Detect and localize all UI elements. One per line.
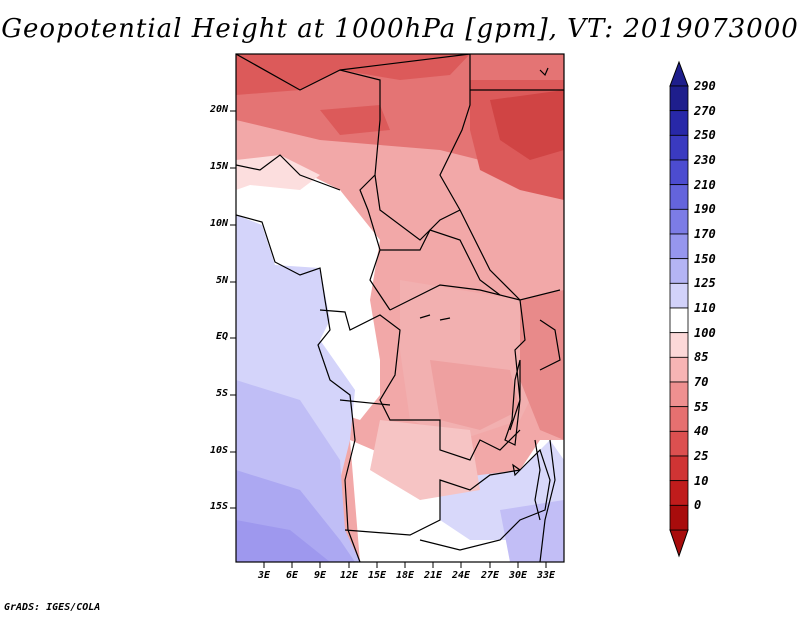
colorbar-label: 170 xyxy=(694,227,716,241)
colorbar-label: 55 xyxy=(694,399,709,414)
colorbar-label: 40 xyxy=(694,424,709,439)
colorbar-bottom-arrow xyxy=(669,529,689,558)
lon-label-12e: 12E xyxy=(339,570,359,581)
colorbar-label: 0 xyxy=(694,498,702,513)
lon-label-18e: 18E xyxy=(395,570,415,581)
lat-label-15s: 15S xyxy=(209,501,228,512)
colorbar-label: 270 xyxy=(694,103,716,118)
map-frame xyxy=(235,53,565,563)
colorbar-label: 290 xyxy=(694,79,716,93)
colorbar-segment xyxy=(669,110,689,136)
colorbar-segment xyxy=(669,455,689,482)
lat-label-15n: 15N xyxy=(209,161,228,172)
colorbar-label: 25 xyxy=(694,449,709,463)
colorbar-segment xyxy=(669,430,689,457)
lat-label-20n: 20N xyxy=(209,104,228,115)
lon-label-9e: 9E xyxy=(313,570,327,581)
colorbar-segment xyxy=(669,381,689,408)
footer-credit: GrADS: IGES/COLA xyxy=(4,602,101,613)
colorbar-label: 110 xyxy=(694,301,716,315)
lat-label-10s: 10S xyxy=(209,445,228,456)
lon-label-24e: 24E xyxy=(451,570,471,581)
lat-label-10n: 10N xyxy=(209,218,228,229)
colorbar-segment xyxy=(669,233,689,260)
colorbar-label: 150 xyxy=(694,251,716,266)
colorbar-segment xyxy=(669,307,689,334)
colorbar-segment xyxy=(669,85,689,112)
colorbar-label: 70 xyxy=(694,375,709,389)
colorbar-segment xyxy=(669,208,689,235)
colorbar-segment xyxy=(669,159,689,186)
lat-label-5n: 5N xyxy=(215,275,228,286)
colorbar-label: 100 xyxy=(694,325,716,340)
lon-label-33e: 33E xyxy=(536,570,556,581)
lon-label-15e: 15E xyxy=(367,570,387,581)
map-title: Geopotential Height at 1000hPa [gpm], VT… xyxy=(1,14,799,44)
colorbar-label: 250 xyxy=(694,128,716,143)
country-borders xyxy=(236,54,564,562)
colorbar-segment xyxy=(669,134,689,161)
lon-label-3e: 3E xyxy=(257,570,271,581)
colorbar-label: 230 xyxy=(694,153,716,167)
colorbar-segment xyxy=(669,282,689,309)
lat-label-5s: 5S xyxy=(215,388,228,399)
lon-label-30e: 30E xyxy=(508,570,528,581)
colorbar-top-arrow xyxy=(669,60,689,87)
colorbar-segment xyxy=(669,406,689,432)
colorbar-segment xyxy=(669,332,689,358)
colorbar-label: 125 xyxy=(694,276,716,291)
colorbar-label: 10 xyxy=(694,473,709,488)
lon-label-27e: 27E xyxy=(480,570,500,581)
colorbar-segment xyxy=(669,356,689,383)
colorbar-segment xyxy=(669,184,689,210)
lon-label-21e: 21E xyxy=(423,570,443,581)
height-field xyxy=(236,54,564,562)
colorbar-label: 210 xyxy=(694,177,716,192)
colorbar-segment xyxy=(669,258,689,284)
colorbar-label: 190 xyxy=(694,202,716,217)
colorbar xyxy=(669,60,689,558)
colorbar-segment xyxy=(669,480,689,506)
lat-ticks xyxy=(230,110,236,509)
colorbar-label: 85 xyxy=(694,350,709,365)
lon-ticks xyxy=(263,562,547,568)
lat-label-eq: EQ xyxy=(215,331,228,342)
colorbar-segment xyxy=(669,504,689,531)
lon-label-6e: 6E xyxy=(285,570,299,581)
